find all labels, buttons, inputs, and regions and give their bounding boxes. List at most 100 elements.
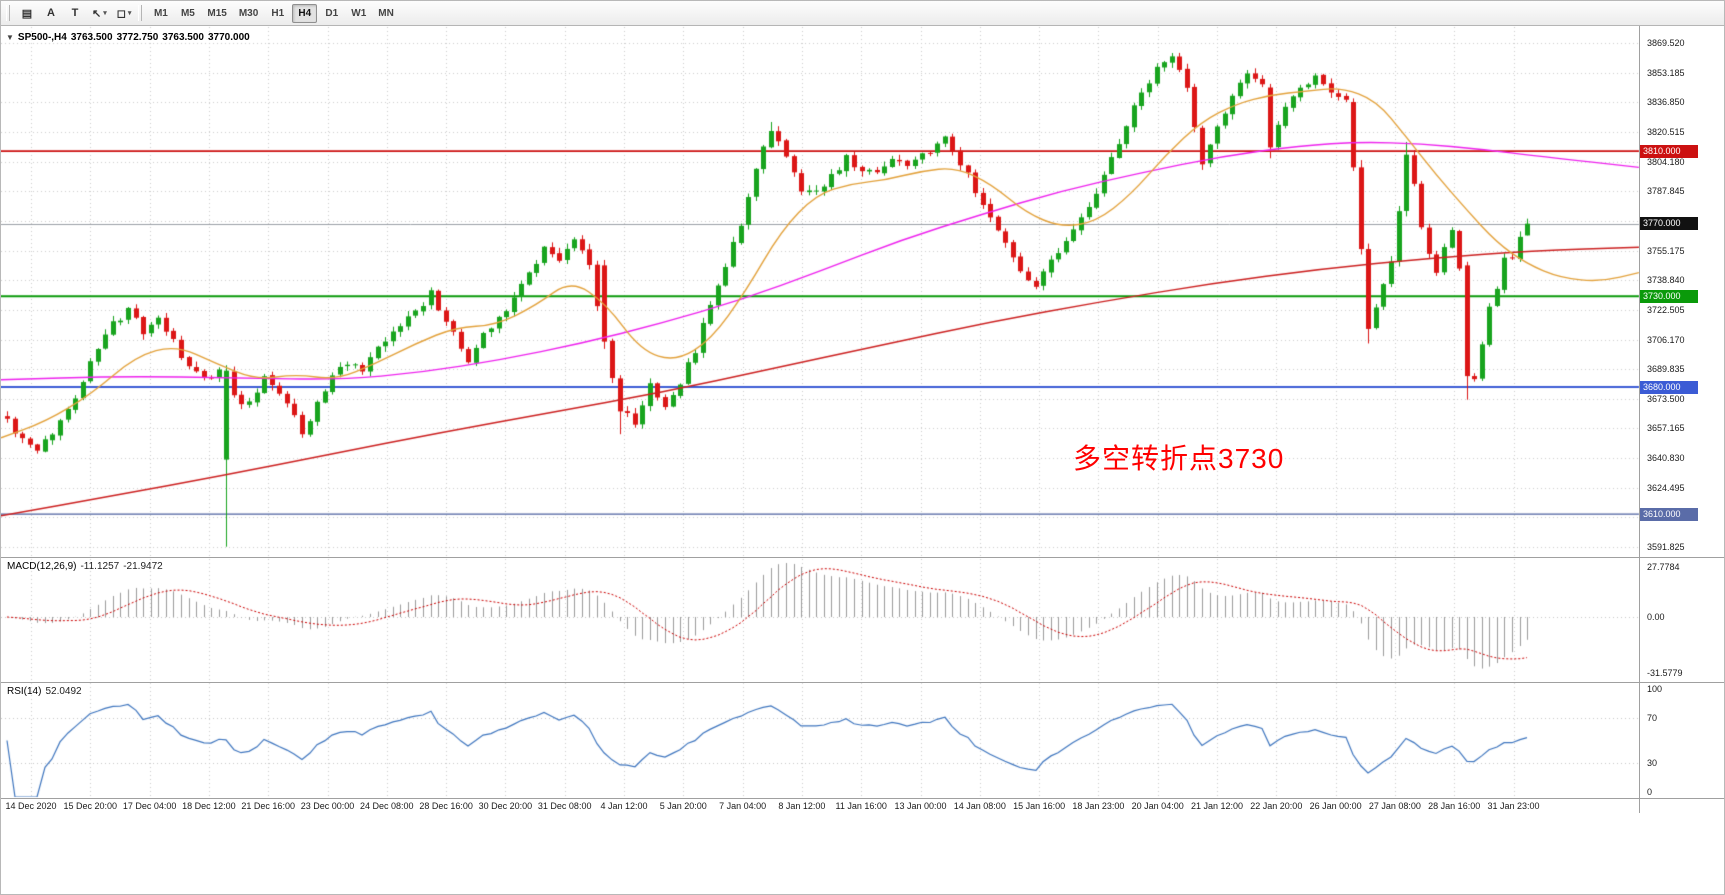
- price-axis-label: 3591.825: [1647, 542, 1685, 553]
- time-axis-label: 5 Jan 20:00: [659, 801, 707, 811]
- timeframe-button-m1[interactable]: M1: [153, 7, 168, 19]
- time-axis-label: 21 Jan 12:00: [1190, 801, 1244, 811]
- panel-separator[interactable]: [1, 557, 1724, 558]
- price-axis-label: 3657.165: [1647, 423, 1685, 434]
- rsi-panel-label: RSI(14) 52.0492: [7, 686, 82, 697]
- time-axis-label: 18 Dec 12:00: [182, 801, 236, 811]
- price-axis-label: 3689.835: [1647, 364, 1685, 375]
- hline-price-tag[interactable]: 3610.000: [1640, 507, 1698, 521]
- shapes-tool-icon: ◻: [116, 7, 126, 20]
- price-axis-label: 3804.180: [1647, 156, 1685, 167]
- current-price-tag: 3770.000: [1640, 217, 1698, 231]
- macd-label: MACD(12,26,9): [7, 561, 77, 572]
- shapes-tool-button[interactable]: ◻ ▾: [113, 3, 136, 23]
- time-axis-label: 20 Jan 04:00: [1131, 801, 1184, 811]
- rsi-label: RSI(14): [7, 686, 42, 697]
- price-axis-label: 3673.500: [1647, 393, 1685, 404]
- time-axis-label: 31 Dec 08:00: [537, 801, 592, 811]
- macd-value-main: -11.1257: [80, 561, 120, 572]
- macd-axis-label: -31.5779: [1647, 668, 1683, 678]
- panel-separator[interactable]: [1, 798, 1724, 799]
- hline-price-tag[interactable]: 3680.000: [1640, 380, 1698, 394]
- timeframe-button-m30[interactable]: M30: [238, 7, 259, 19]
- time-axis-label: 11 Jan 16:00: [835, 801, 887, 811]
- time-axis-label: 26 Jan 00:00: [1309, 801, 1362, 811]
- chart-open: 3763.500: [70, 32, 113, 43]
- timeframe-button-d1[interactable]: D1: [325, 7, 339, 19]
- time-axis-label: 14 Dec 2020: [5, 801, 57, 811]
- price-axis-label: 3722.505: [1647, 304, 1685, 315]
- time-axis-label: 13 Jan 00:00: [894, 801, 947, 811]
- text-tool-icon: T: [71, 7, 79, 19]
- chevron-down-icon: ▾: [127, 10, 132, 17]
- time-axis-label: 24 Dec 08:00: [360, 801, 414, 811]
- crosshair-tool-icon: ↖: [92, 7, 102, 20]
- arrow-tool-button[interactable]: A: [40, 3, 62, 23]
- text-tool-button[interactable]: T: [64, 3, 86, 23]
- time-axis-label: 21 Dec 16:00: [241, 801, 295, 811]
- rsi-axis-label: 70: [1647, 713, 1658, 723]
- timeframe-button-h1[interactable]: H1: [271, 7, 285, 19]
- toolbar: ▤ A T ↖ ▾ ◻ ▾ M1 M5 M15 M30 H1 H4 D1 W1 MN: [1, 1, 1724, 26]
- chart-high: 3772.750: [116, 32, 159, 43]
- timeframes-toolbar: M1 M5 M15 M30 H1 H4 D1 W1 MN: [147, 3, 399, 23]
- time-axis-label: 27 Jan 08:00: [1368, 801, 1421, 811]
- time-axis-label: 23 Dec 00:00: [300, 801, 355, 811]
- price-axis-label: 3624.495: [1647, 482, 1685, 493]
- rsi-axis-label: 100: [1647, 684, 1663, 694]
- time-axis-label: 15 Dec 20:00: [63, 801, 118, 811]
- price-axis-label: 3787.845: [1647, 186, 1685, 197]
- time-axis-label: 18 Jan 23:00: [1072, 801, 1125, 811]
- time-axis-label: 15 Jan 16:00: [1013, 801, 1066, 811]
- macd-axis-label: 27.7784: [1647, 562, 1680, 572]
- time-axis-label: 17 Dec 04:00: [122, 801, 177, 811]
- price-axis-label: 3640.830: [1647, 453, 1685, 464]
- timeframe-button-h4[interactable]: H4: [292, 3, 318, 23]
- chart-close: 3770.000: [208, 32, 250, 43]
- price-axis-label: 3853.185: [1647, 67, 1685, 78]
- chevron-down-icon: ▾: [103, 10, 107, 17]
- time-axis-label: 14 Jan 08:00: [953, 801, 1006, 811]
- arrow-tool-icon: A: [47, 7, 55, 19]
- macd-value-signal: -21.9472: [123, 561, 163, 572]
- macd-axis-label: 0.00: [1647, 612, 1665, 622]
- time-axis-label: 7 Jan 04:00: [719, 801, 767, 811]
- collapse-icon[interactable]: ▼: [6, 33, 14, 42]
- chart-low: 3763.500: [162, 32, 204, 43]
- hline-price-tag[interactable]: 3810.000: [1640, 144, 1698, 158]
- price-axis-label: 3820.515: [1647, 126, 1685, 137]
- timeframe-button-m15[interactable]: M15: [207, 7, 227, 19]
- crosshair-tool-button[interactable]: ↖ ▾: [88, 3, 111, 23]
- time-axis-label: 28 Dec 16:00: [419, 801, 473, 811]
- toolbar-grip[interactable]: [138, 5, 143, 21]
- panel-separator[interactable]: [1, 682, 1724, 683]
- rsi-value: 52.0492: [45, 686, 82, 697]
- price-axis-label: 3869.520: [1647, 38, 1685, 48]
- chart-symbol: SP500-,H4: [17, 32, 67, 43]
- timeframe-button-m5[interactable]: M5: [180, 7, 195, 19]
- timeframe-button-mn[interactable]: MN: [378, 7, 394, 19]
- macd-panel-label: MACD(12,26,9) -11.1257 -21.9472: [7, 561, 163, 572]
- time-axis-label: 28 Jan 16:00: [1428, 801, 1481, 811]
- price-axis-label: 3755.175: [1647, 245, 1685, 256]
- timeframe-button-w1[interactable]: W1: [351, 7, 367, 19]
- charts-tool-button[interactable]: ▤: [16, 3, 38, 23]
- time-axis-label: 22 Jan 20:00: [1250, 801, 1303, 811]
- time-axis-label: 30 Dec 20:00: [478, 801, 533, 811]
- toolbar-grip[interactable]: [6, 5, 10, 21]
- price-axis-label: 3836.850: [1647, 97, 1685, 108]
- charts-tool-icon: ▤: [21, 7, 33, 20]
- rsi-axis-label: 0: [1647, 787, 1653, 797]
- line-studies-toolbar: ▤ A T ↖ ▾ ◻ ▾: [15, 3, 136, 23]
- chart-title: ▼ SP500-,H4 3763.500 3772.750 3763.500 3770.0…: [6, 32, 254, 43]
- hline-price-tag[interactable]: 3730.000: [1640, 289, 1698, 303]
- rsi-axis-label: 30: [1647, 758, 1658, 768]
- price-axis-label: 3706.170: [1647, 334, 1685, 345]
- annotation-text[interactable]: 多空转折点3730: [1073, 443, 1285, 474]
- time-axis-label: 8 Jan 12:00: [778, 801, 826, 811]
- time-axis-label: 4 Jan 12:00: [600, 801, 648, 811]
- time-axis-label: 31 Jan 23:00: [1487, 801, 1540, 811]
- price-axis-divider: [1639, 26, 1640, 813]
